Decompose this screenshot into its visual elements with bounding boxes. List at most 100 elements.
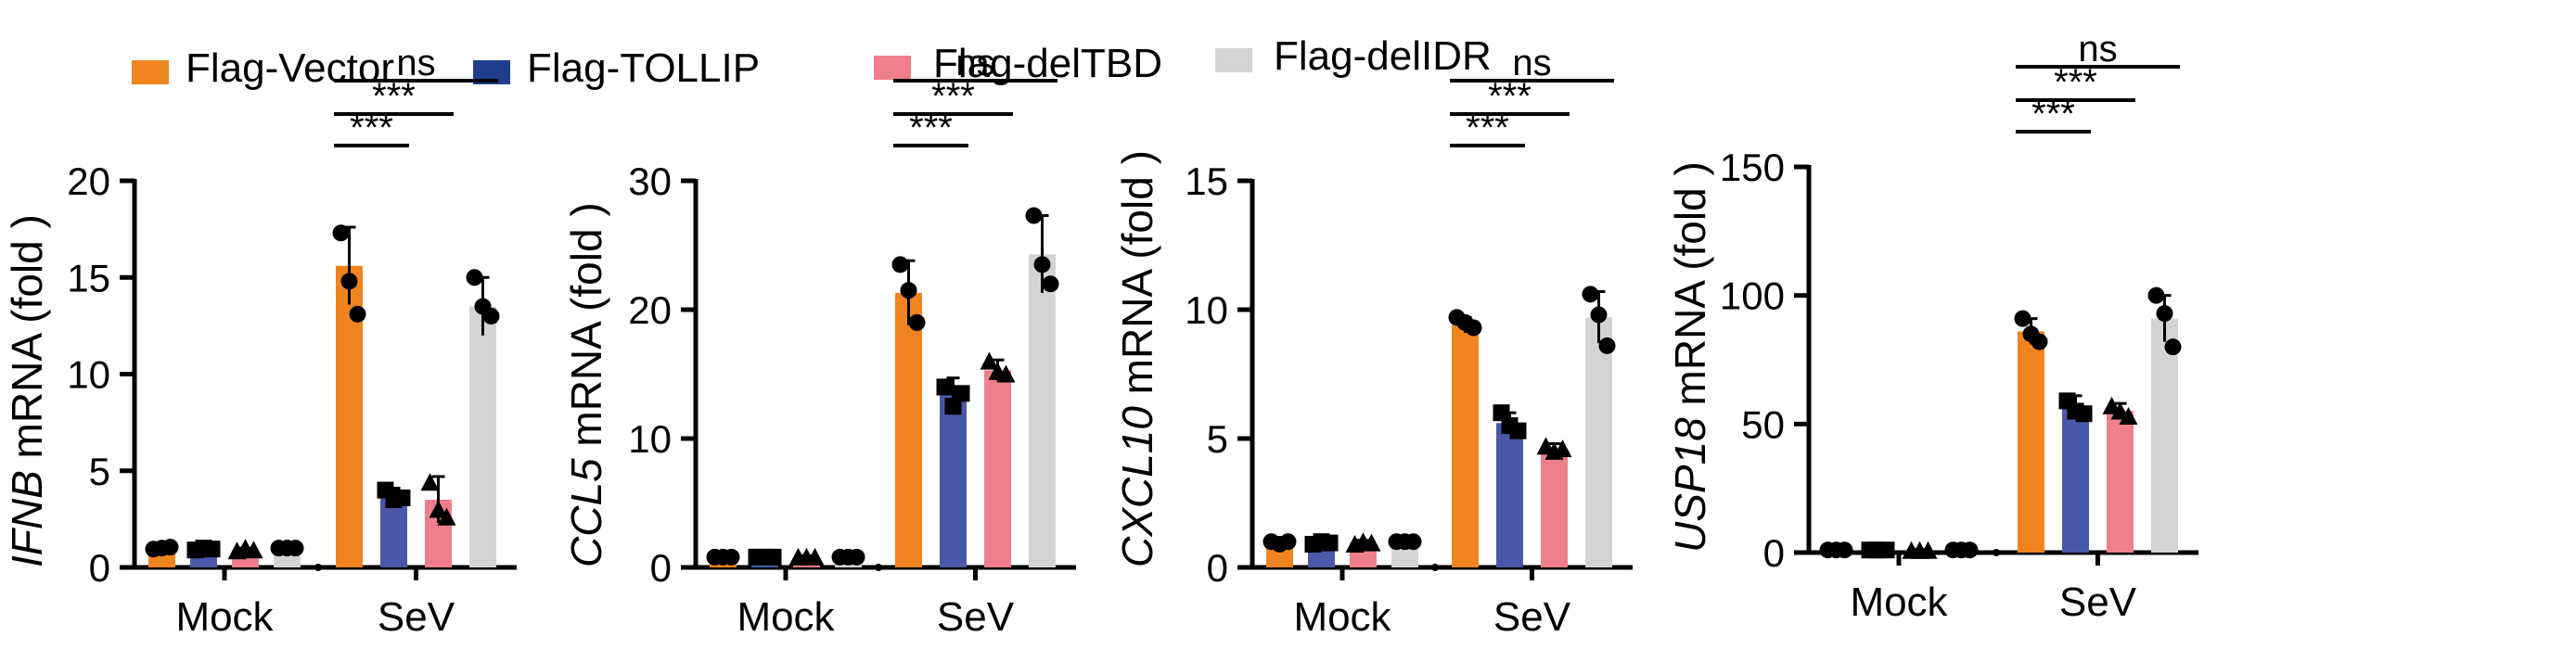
category-label-sev: SeV (2059, 579, 2137, 625)
data-point (1033, 256, 1051, 274)
legend-label-vector: Flag-Vector (186, 45, 394, 91)
bar-flag-tollip-sev (1496, 423, 1523, 567)
bar-flag-vector-sev (2018, 331, 2044, 553)
y-tick-label: 10 (1185, 288, 1228, 332)
data-point (805, 547, 825, 566)
significance-label: *** (1488, 76, 1532, 117)
category-label-sev: SeV (1493, 594, 1571, 640)
legend-swatch-vector (132, 60, 169, 84)
bar-flag-tollip-sev (940, 393, 967, 567)
data-point (1321, 534, 1339, 552)
data-point (2014, 310, 2031, 327)
data-point (340, 273, 358, 290)
data-point (482, 307, 500, 324)
significance-label: ns (2078, 29, 2117, 70)
category-label-sev: SeV (378, 594, 455, 640)
y-axis-label: USP18 mRNA (fold ) (1666, 161, 1714, 553)
data-point (936, 378, 954, 396)
data-point (287, 540, 304, 557)
data-point (420, 473, 440, 491)
data-point (466, 269, 483, 286)
bar-flag-delidr-sev (2151, 318, 2178, 553)
y-axis-label-unit: mRNA (fold ) (562, 202, 610, 458)
category-label-sev: SeV (937, 594, 1015, 640)
legend-swatch-deltbd (874, 56, 911, 80)
bar-flag-vector-sev (1452, 324, 1479, 567)
significance-label: ns (955, 43, 994, 83)
data-point (2147, 286, 2165, 304)
y-tick-label: 10 (67, 353, 110, 397)
data-point (848, 548, 865, 566)
x-axis-break-dot (314, 564, 322, 571)
x-axis-break-dot (1993, 549, 2000, 556)
x-axis-break-dot (1431, 564, 1439, 571)
y-tick-label: 30 (628, 159, 672, 203)
data-point (1553, 439, 1572, 458)
x-axis-break-dot (875, 564, 882, 571)
data-point (764, 548, 782, 566)
significance-label: ns (396, 43, 435, 83)
y-tick-label: 10 (628, 417, 672, 461)
y-tick-label: 15 (67, 256, 110, 299)
data-point (723, 548, 740, 566)
data-point (1590, 306, 1608, 324)
y-tick-label: 5 (1207, 417, 1228, 461)
legend-label-tollip: Flag-TOLLIP (527, 45, 760, 91)
y-tick-label: 150 (1720, 146, 1785, 189)
data-point (429, 500, 448, 518)
data-point (1025, 207, 1043, 224)
data-point (2156, 305, 2173, 323)
data-point (1918, 541, 1938, 559)
category-label-mock: Mock (1850, 579, 1948, 625)
significance-label: ns (1512, 43, 1551, 83)
y-axis-label: CCL5 mRNA (fold ) (562, 202, 610, 567)
data-point (2075, 405, 2093, 423)
significance-label: *** (2054, 62, 2097, 103)
y-tick-label: 50 (1741, 402, 1785, 446)
significance-label: *** (931, 76, 975, 117)
data-point (1465, 319, 1482, 337)
y-axis-label-unit: mRNA (fold ) (3, 214, 51, 470)
y-axis-label-unit: mRNA (fold ) (1113, 150, 1161, 406)
data-point (393, 489, 411, 506)
data-point (161, 539, 179, 556)
data-point (1042, 275, 1059, 293)
data-point (2164, 338, 2182, 356)
bar-flag-delidr-sev (1585, 317, 1612, 567)
legend: Flag-Vector Flag-TOLLIP Flag-delTBD Flag… (132, 33, 1492, 91)
data-point (349, 305, 366, 323)
bar-flag-deltbd-sev (1541, 449, 1568, 567)
y-axis-label-gene: CCL5 (562, 458, 610, 567)
legend-label-delidr: Flag-delIDR (1274, 33, 1492, 79)
data-point (980, 351, 999, 370)
data-point (2119, 407, 2138, 426)
data-point (891, 256, 909, 274)
bar-flag-vector-sev (895, 292, 922, 567)
data-point (1836, 541, 1853, 559)
data-point (900, 282, 917, 299)
y-tick-label: 15 (1185, 159, 1228, 203)
data-point (944, 398, 962, 415)
y-tick-label: 20 (628, 288, 672, 332)
bar-flag-delidr-sev (469, 306, 496, 567)
y-tick-label: 20 (67, 159, 110, 203)
data-point (1582, 286, 1599, 303)
y-axis-label-gene: CXCL10 (1113, 406, 1161, 567)
y-tick-label: 0 (1207, 546, 1228, 590)
y-axis-label-unit: mRNA (fold ) (1666, 161, 1714, 417)
y-axis-label: CXCL10 mRNA (fold ) (1113, 150, 1161, 567)
category-label-mock: Mock (737, 594, 835, 640)
category-label-mock: Mock (175, 594, 274, 640)
y-axis-label: IFNB mRNA (fold ) (3, 214, 51, 567)
data-point (953, 385, 970, 402)
bar-flag-tollip-sev (2062, 405, 2089, 553)
data-point (908, 313, 926, 331)
data-point (1598, 337, 1616, 354)
data-point (203, 541, 221, 558)
y-tick-label: 0 (89, 546, 110, 590)
data-point (1404, 533, 1422, 551)
